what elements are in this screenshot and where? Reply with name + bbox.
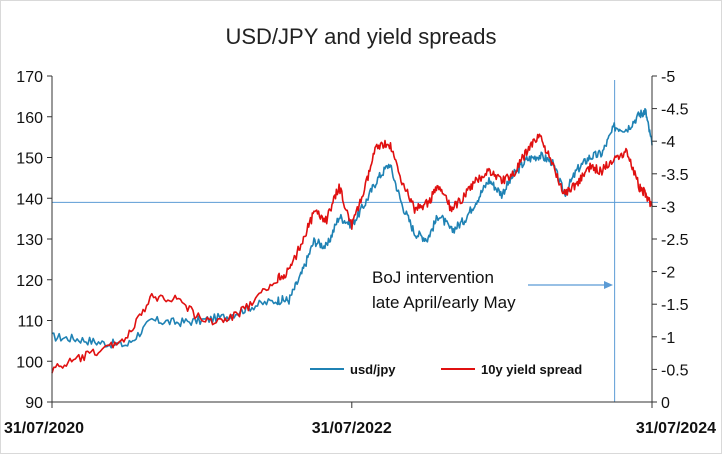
series-line-yield-spread [51,133,653,374]
y-left-tick-label: 120 [16,273,43,290]
y-left-tick-label: 110 [17,314,43,331]
y-right-tick-label: -4 [661,134,675,151]
y-left-tick-label: 90 [25,395,43,412]
y-right-tick-label: 0 [661,395,670,412]
y-right-tick-label: -5 [661,69,675,86]
y-left-tick-label: 140 [16,191,43,208]
y-right-tick-label: -2 [661,265,675,282]
series-group [51,108,653,374]
chart-title: USD/JPY and yield spreads [225,24,496,49]
x-tick-label: 31/07/2024 [636,420,716,437]
y-right-tick-label: -3 [661,199,675,216]
ticks-group: 90 100 110 120 130 140 150 160 170 0 -0.5 -1 -1.5 -2 -… [4,69,716,437]
y-right-tick-label: -1 [661,330,675,347]
y-left-tick-label: 170 [16,69,43,86]
y-left-tick-label: 150 [16,151,43,168]
legend-label-yield-spread: 10y yield spread [481,362,582,377]
annotation-line-1: BoJ intervention [372,268,494,287]
y-right-tick-label: -4.5 [661,102,689,119]
y-right-tick-label: -2.5 [661,232,689,249]
legend-label-usdjpy: usd/jpy [350,362,396,377]
y-right-tick-label: -3.5 [661,167,689,184]
y-right-tick-label: -1.5 [661,297,689,314]
y-left-tick-label: 100 [16,354,43,371]
y-left-tick-label: 130 [16,232,43,249]
series-line-usdjpy [51,108,653,349]
annotation-arrowhead [604,281,613,289]
x-tick-label: 31/07/2020 [4,420,84,437]
y-left-tick-label: 160 [16,110,43,127]
y-right-tick-label: -0.5 [661,362,689,379]
reference-line-group [52,80,658,402]
annotation-line-2: late April/early May [372,293,516,312]
x-tick-label: 31/07/2022 [312,420,392,437]
